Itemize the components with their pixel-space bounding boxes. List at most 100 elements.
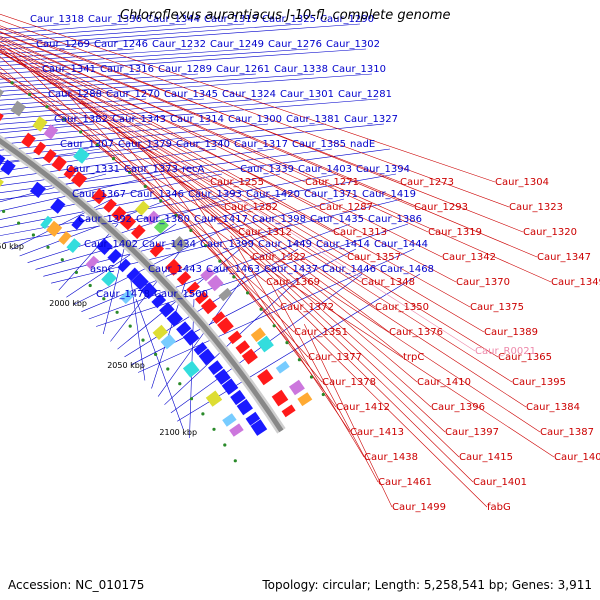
forward-gene-label: Caur_1346 (130, 189, 184, 200)
reverse-gene (200, 298, 218, 315)
reverse-gene-label: Caur_1438 (364, 452, 418, 463)
forward-gene-label: Caur_1232 (152, 39, 206, 50)
forward-label-connector (0, 73, 141, 84)
gc-dot (111, 157, 116, 161)
reverse-gene-label: Caur_1365 (498, 352, 552, 363)
reverse-gene-label: Caur_1357 (347, 252, 401, 263)
reverse-cog-block (0, 89, 4, 98)
reverse-gene-label: Caur_1370 (456, 277, 510, 288)
reverse-cog-block (153, 218, 169, 234)
forward-gene-label: Caur_1269 (36, 39, 90, 50)
forward-gene-label: Caur_1414 (316, 239, 370, 250)
forward-gene-label: Caur_1449 (258, 239, 312, 250)
reverse-gene (51, 155, 67, 172)
forward-gene (236, 399, 253, 416)
reverse-label-connector (240, 246, 460, 458)
reverse-label-connector (0, 73, 253, 258)
forward-label-connector (0, 148, 391, 201)
forward-gene (198, 348, 216, 366)
reverse-gene-label: Caur_1396 (431, 402, 485, 413)
reverse-label-connector (0, 56, 281, 308)
forward-gene (117, 258, 131, 273)
reverse-gene-label: Caur_1313 (333, 227, 387, 238)
reverse-gene (176, 271, 192, 286)
forward-gene-label: Caur_1310 (332, 64, 386, 75)
scale-tick-label: 2100 kbp (159, 428, 197, 437)
forward-gene-label: Caur_1314 (170, 114, 224, 125)
forward-label-connector (0, 48, 77, 55)
reverse-gene-label: Caur_1410 (417, 377, 471, 388)
forward-label-connector (0, 73, 373, 101)
forward-label-connector (51, 198, 403, 284)
reverse-gene-label: Caur_1499 (392, 502, 446, 513)
forward-gene-label: Caur_1307 (60, 139, 114, 150)
reverse-gene-label: Caur_1255 (210, 177, 264, 188)
forward-gene (140, 282, 158, 300)
forward-label-connector (0, 23, 129, 35)
forward-label-connector (151, 273, 189, 389)
forward-label-connector (157, 273, 247, 397)
forward-gene (0, 154, 6, 166)
reverse-gene-label: Caur_1401 (473, 477, 527, 488)
reverse-gene-label: Caur_1384 (526, 402, 580, 413)
forward-gene-label: nadE (350, 139, 375, 150)
gc-dot (178, 382, 182, 386)
reverse-gene-label: Caur_1395 (512, 377, 566, 388)
scale-tick-label: 2000 kbp (49, 299, 87, 308)
forward-cog-block (58, 231, 72, 245)
reverse-cog-block (73, 147, 90, 164)
forward-gene (71, 215, 85, 230)
rna-gene-label: Caur_R0021 (475, 346, 536, 357)
forward-gene-label: Caur_1394 (356, 164, 410, 175)
forward-gene-label: Caur_1420 (246, 189, 300, 200)
gc-dot (31, 233, 35, 237)
reverse-cog-block (207, 274, 224, 292)
forward-label-connector (96, 223, 409, 327)
forward-gene (29, 181, 46, 198)
gc-dot (28, 92, 32, 97)
forward-cog-block (222, 413, 237, 427)
reverse-gene-label: Caur_1461 (378, 477, 432, 488)
reverse-gene-label: Caur_1347 (537, 252, 591, 263)
gc-dot (232, 275, 236, 279)
forward-gene (221, 378, 239, 395)
forward-gene-label: Caur_1373 (124, 164, 178, 175)
reverse-gene (227, 330, 242, 345)
reverse-cog-block (171, 236, 188, 253)
forward-gene-label: Caur_1301 (280, 89, 334, 100)
forward-gene (166, 310, 183, 327)
reverse-label-connector (0, 44, 471, 308)
scale-tick-label: 1950 kbp (0, 242, 24, 251)
forward-label-connector (0, 23, 361, 50)
reverse-label-connector (81, 100, 499, 358)
forward-gene-label: Caur_1379 (118, 139, 172, 150)
forward-gene (193, 342, 208, 356)
forward-gene-label: Caur_1444 (374, 239, 428, 250)
forward-gene-label: Caur_1339 (240, 164, 294, 175)
forward-gene-label: Caur_1463 (206, 264, 260, 275)
gc-dot (309, 375, 314, 379)
reverse-gene (91, 188, 108, 205)
reverse-gene-label: Caur_1350 (375, 302, 429, 313)
forward-gene (96, 238, 113, 255)
forward-label-connector (0, 123, 211, 145)
gc-dot (321, 392, 325, 397)
reverse-label-connector (249, 256, 555, 458)
reverse-gene-label: Caur_1413 (350, 427, 404, 438)
forward-label-connector (0, 98, 379, 130)
forward-gene-label: Caur_1246 (94, 39, 148, 50)
forward-gene (131, 272, 149, 291)
forward-label-connector (0, 48, 193, 63)
forward-gene-label: Caur_1270 (106, 89, 160, 100)
gc-dot (79, 130, 83, 134)
forward-gene (245, 411, 261, 426)
reverse-label-connector (0, 31, 538, 258)
forward-label-connector (103, 248, 125, 334)
reverse-gene-label: Caur_1412 (336, 402, 390, 413)
forward-gene (159, 302, 175, 318)
feature-ring (0, 81, 325, 463)
forward-cog-block (46, 220, 63, 237)
forward-gene (151, 293, 167, 309)
gc-dot (143, 184, 147, 188)
